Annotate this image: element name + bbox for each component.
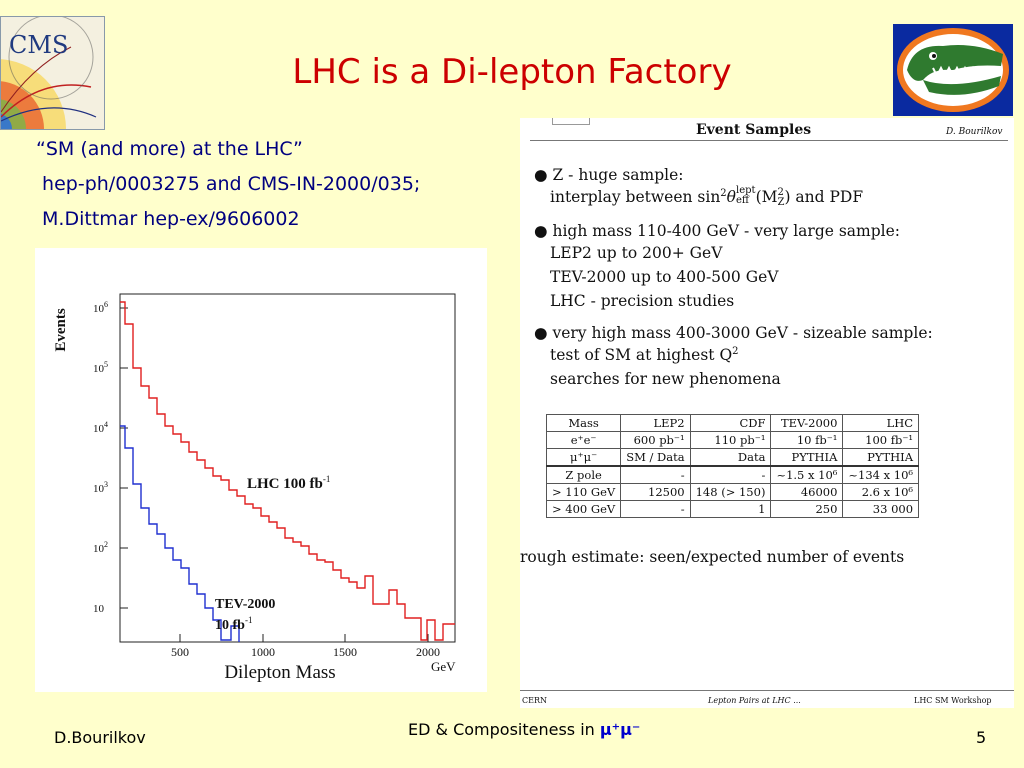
histogram-svg: Events 106 105 104 103 102 10 500 1000 [53,293,456,683]
table-cell: e⁺e⁻ [545,431,622,449]
bullet-line: test of SM at highest Q2 [550,346,739,365]
rough-estimate-note: rough estimate: seen/expected number of … [520,548,905,566]
paper-footer-right: LHC SM Workshop [914,696,992,705]
table-cell: ~134 x 10⁶ [842,465,920,484]
table-cell: PYTHIA [770,448,844,467]
y-axis-label: Events [53,308,69,352]
reference-line: hep-ph/0003275 and CMS-IN-2000/035; [36,173,421,195]
table-cell: Data [689,448,772,467]
paper-footer-left: CERN [522,696,547,705]
x-tick-label: 500 [171,645,189,659]
table-cell: 110 pb⁻¹ [689,431,772,449]
y-tick-label: 104 [93,420,108,435]
table-cell: 10 fb⁻¹ [770,431,844,449]
references: “SM (and more) at the LHC” hep-ph/000327… [36,132,420,237]
footer-mu-symbol: μ⁺μ⁻ [599,720,641,739]
bullet-text: Z - huge sample: [552,166,684,184]
event-samples-table: Mass LEP2 CDF TEV-2000 LHC e⁺e⁻ 600 pb⁻¹… [545,414,920,518]
dilepton-mass-plot: Events 106 105 104 103 102 10 500 1000 [35,248,487,692]
paper-header-title: Event Samples [696,122,812,138]
y-tick-label: 10 [93,603,105,615]
x-tick-label: 1500 [333,645,357,659]
tev-label: TEV-2000 [215,597,275,612]
cms-logo-text: CMS [9,31,69,59]
table-cell: 148 (> 150) [689,483,772,501]
table-cell: 46000 [770,483,844,501]
tev-histogram-line [120,425,240,642]
paper-header-author: D. Bourilkov [946,127,1003,137]
table-row: Z pole - - ~1.5 x 10⁶ ~134 x 10⁶ [545,465,920,484]
footer-title-text: ED & Compositeness in [408,720,600,739]
bullet-z: ● Z - huge sample: [534,166,684,184]
bullet-line: LHC - precision studies [550,292,735,310]
table-cell: > 110 GeV [545,483,622,501]
bullet-very-high-mass: ● very high mass 400-3000 GeV - sizeable… [534,324,933,342]
table-cell: TEV-2000 [770,414,844,432]
slide-title: LHC is a Di-lepton Factory [292,52,732,92]
footer-author: D.Bourilkov [54,728,146,747]
bullet-line: searches for new phenomena [550,370,781,388]
table-cell: SM / Data [620,448,691,467]
table-cell: ~1.5 x 10⁶ [770,465,844,484]
table-row: > 400 GeV - 1 250 33 000 [545,500,920,518]
table-cell: 100 fb⁻¹ [842,431,920,449]
table-cell: 250 [770,500,844,518]
table-cell: LEP2 [620,414,691,432]
table-cell: 33 000 [842,500,920,518]
table-row: μ⁺μ⁻ SM / Data Data PYTHIA PYTHIA [545,448,920,467]
table-cell: CDF [689,414,772,432]
tev-lumi-label: 10 fb-1 [215,615,252,633]
y-tick-label: 106 [93,300,108,315]
paper-page: Event Samples D. Bourilkov ● Z - huge sa… [520,118,1014,708]
x-tick-label: 2000 [416,645,440,659]
table-cell: PYTHIA [842,448,920,467]
table-row: Mass LEP2 CDF TEV-2000 LHC [545,414,920,432]
lhc-histogram-line [120,301,455,641]
bullet-dot: ● [534,222,548,240]
paper-footer-center: Lepton Pairs at LHC ... [708,696,801,705]
slide-number: 5 [976,728,987,747]
bullet-dot: ● [534,324,548,342]
table-cell: 600 pb⁻¹ [620,431,691,449]
reference-line: “SM (and more) at the LHC” [36,138,303,160]
x-tick-label: 1000 [251,645,275,659]
table-cell: LHC [842,414,920,432]
table-cell: > 400 GeV [545,500,622,518]
bullet-dot: ● [534,166,548,184]
table-cell: Mass [545,414,622,432]
paper-header-rule [530,140,1008,141]
paper-footer-rule [520,690,1014,691]
cms-logo: CMS [0,16,105,130]
y-tick-label: 102 [93,540,108,555]
bullet-line: TEV-2000 up to 400-500 GeV [550,268,779,286]
x-axis-label: Dilepton Mass [224,662,335,683]
page-corner-box [552,118,590,125]
table-cell: - [689,465,772,484]
table-cell: 12500 [620,483,691,501]
bullet-line: LEP2 up to 200+ GeV [550,244,723,262]
y-tick-label: 105 [93,360,108,375]
footer-title: ED & Compositeness in μ⁺μ⁻ [408,720,640,739]
table-cell: - [620,500,691,518]
table-cell: 2.6 x 10⁶ [842,483,920,501]
x-axis-unit: GeV [431,659,456,674]
table-row: e⁺e⁻ 600 pb⁻¹ 110 pb⁻¹ 10 fb⁻¹ 100 fb⁻¹ [545,431,920,449]
table-cell: 1 [689,500,772,518]
bullet-z-detail: interplay between sin2θlept eff (M2 Z) and … [550,185,864,209]
reference-line: M.Dittmar hep-ex/9606002 [36,208,300,230]
table-cell: - [620,465,691,484]
gator-logo [893,24,1013,116]
table-cell: Z pole [545,465,622,484]
lhc-label: LHC 100 fb-1 [247,474,330,492]
bullet-high-mass: ● high mass 110-400 GeV - very large sam… [534,222,901,240]
table-row: > 110 GeV 12500 148 (> 150) 46000 2.6 x … [545,483,920,501]
y-tick-label: 103 [93,480,108,495]
table-cell: μ⁺μ⁻ [545,448,622,467]
